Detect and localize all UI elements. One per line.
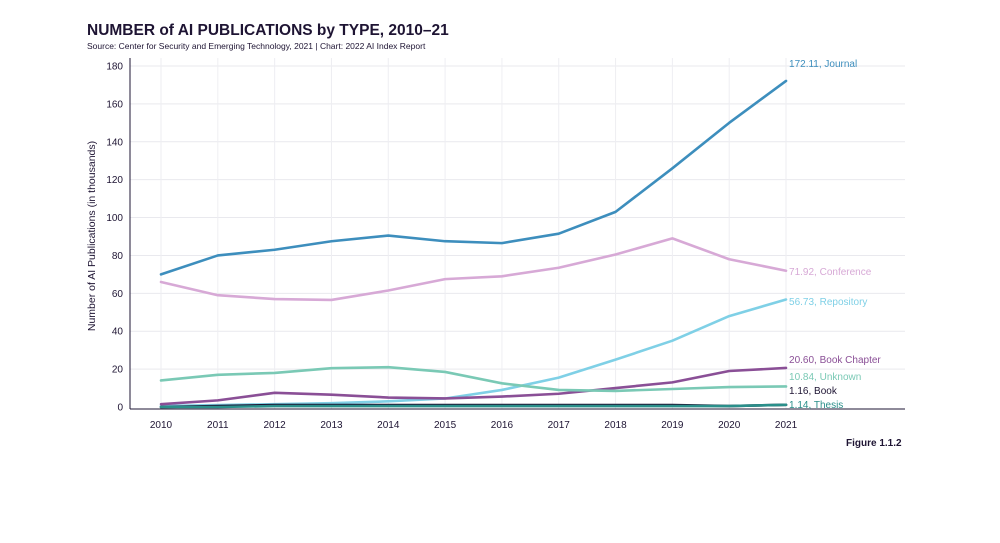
x-tick-label: 2014 bbox=[377, 420, 400, 431]
series-line-journal bbox=[159, 79, 788, 276]
figure-label: Figure 1.1.2 bbox=[846, 438, 902, 449]
series-end-label: 71.92, Conference bbox=[789, 267, 872, 278]
series-line-conference bbox=[159, 237, 788, 302]
x-tick-label: 2018 bbox=[604, 420, 627, 431]
x-tick-label: 2021 bbox=[775, 420, 798, 431]
x-tick-label: 2010 bbox=[150, 420, 173, 431]
series-end-labels: 172.11, Journal 71.92, Conference 56.73, R… bbox=[789, 59, 881, 411]
series-line-book-chapter bbox=[159, 366, 788, 406]
x-tick-label: 2011 bbox=[207, 420, 229, 431]
x-tick-label: 2017 bbox=[548, 420, 571, 431]
chart-title: NUMBER of AI PUBLICATIONS by TYPE, 2010–… bbox=[87, 22, 449, 39]
x-tick-label: 2012 bbox=[264, 420, 287, 431]
series-end-label: 56.73, Repository bbox=[789, 297, 867, 308]
y-tick-label: 0 bbox=[117, 403, 123, 414]
y-tick-label: 160 bbox=[106, 99, 123, 110]
series-end-label: 20.60, Book Chapter bbox=[789, 355, 881, 366]
chart-subtitle: Source: Center for Security and Emerging… bbox=[87, 41, 426, 51]
y-tick-label: 80 bbox=[112, 251, 124, 262]
axes: 0 20 40 60 80 100 120 140 160 180 2010 2011 2012 2013… bbox=[106, 58, 905, 431]
x-tick-label: 2015 bbox=[434, 420, 457, 431]
x-tick-label: 2019 bbox=[661, 420, 684, 431]
y-axis-label: Number of AI Publications (in thousands) bbox=[86, 141, 98, 331]
x-tick-label: 2013 bbox=[320, 420, 343, 431]
series-lines bbox=[159, 79, 788, 409]
y-tick-label: 20 bbox=[112, 365, 124, 376]
gridlines bbox=[130, 58, 905, 409]
y-tick-label: 180 bbox=[106, 62, 123, 73]
series-end-label: 1.16, Book bbox=[789, 386, 838, 397]
y-tick-label: 120 bbox=[106, 175, 123, 186]
series-end-label: 10.84, Unknown bbox=[789, 372, 861, 383]
x-tick-label: 2016 bbox=[491, 420, 514, 431]
series-line-repository bbox=[159, 298, 788, 408]
y-tick-label: 100 bbox=[106, 213, 123, 224]
series-end-label: 1.14, Thesis bbox=[789, 400, 843, 411]
y-tick-label: 40 bbox=[112, 327, 124, 338]
series-line-unknown bbox=[159, 365, 788, 393]
x-tick-label: 2020 bbox=[718, 420, 741, 431]
y-tick-label: 140 bbox=[106, 137, 123, 148]
y-tick-label: 60 bbox=[112, 289, 124, 300]
series-end-label: 172.11, Journal bbox=[789, 59, 857, 70]
series-line-thesis bbox=[159, 403, 788, 409]
